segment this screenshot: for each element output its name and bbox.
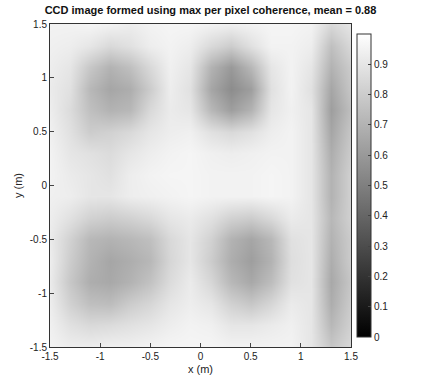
svg-text:0.1: 0.1 (374, 301, 388, 312)
svg-text:0.5: 0.5 (244, 351, 258, 362)
svg-text:1: 1 (298, 351, 304, 362)
svg-text:1.5: 1.5 (33, 19, 47, 30)
svg-text:0.9: 0.9 (374, 59, 388, 70)
svg-text:-0.5: -0.5 (30, 234, 48, 245)
svg-text:0: 0 (198, 351, 204, 362)
svg-text:-1: -1 (38, 288, 47, 299)
svg-text:0.3: 0.3 (374, 241, 388, 252)
svg-text:0.5: 0.5 (374, 180, 388, 191)
svg-text:x (m): x (m) (188, 363, 213, 375)
svg-text:1: 1 (41, 72, 47, 83)
svg-text:-1: -1 (96, 351, 105, 362)
svg-text:0.2: 0.2 (374, 271, 388, 282)
svg-text:0.8: 0.8 (374, 89, 388, 100)
svg-text:y (m): y (m) (12, 173, 24, 198)
svg-text:-0.5: -0.5 (142, 351, 160, 362)
svg-text:-1.5: -1.5 (41, 351, 59, 362)
svg-text:0.7: 0.7 (374, 119, 388, 130)
svg-text:0: 0 (374, 332, 380, 343)
svg-text:0: 0 (41, 180, 47, 191)
svg-text:1.5: 1.5 (344, 351, 358, 362)
svg-text:0.4: 0.4 (374, 210, 388, 221)
svg-text:-1.5: -1.5 (30, 342, 48, 353)
svg-text:0.5: 0.5 (33, 126, 47, 137)
svg-text:CCD image formed using max per: CCD image formed using max per pixel coh… (45, 4, 377, 16)
svg-text:0.6: 0.6 (374, 150, 388, 161)
